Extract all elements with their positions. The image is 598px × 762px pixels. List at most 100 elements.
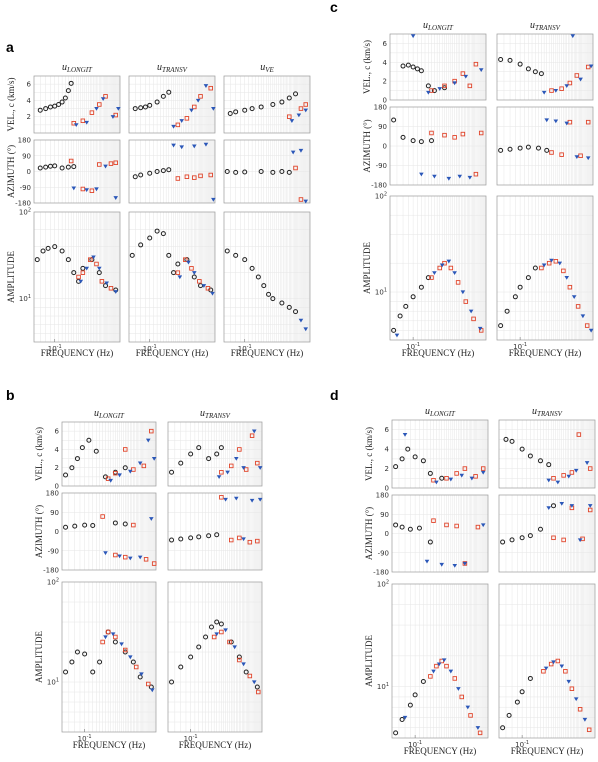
amplitude-black-point — [45, 245, 51, 251]
column-1: uLONGIT 0 2 4 6 -180 -90 0 90 180 101 102 10-1FREQUE… — [371, 20, 487, 358]
vel-tick-label: 2 — [383, 78, 387, 86]
amplitude-red-point — [133, 664, 139, 670]
azimuth-black-point — [286, 169, 292, 175]
azimuth-black-point — [132, 174, 138, 180]
velocity-red-point — [131, 467, 136, 472]
amplitude-subplot: 10-1 — [223, 211, 311, 353]
azimuth-black-point — [498, 147, 504, 153]
velocity-blue-point — [584, 461, 590, 465]
amplitude-red-point — [444, 663, 449, 669]
amplitude-black-point — [270, 296, 276, 302]
velocity-black-point — [527, 453, 533, 459]
azimuth-blue-point — [564, 121, 570, 126]
vel-tick-label: 2 — [55, 464, 59, 472]
amplitude-black-point — [393, 730, 399, 736]
amplitude-black-point — [279, 300, 285, 306]
velocity-black-point — [498, 56, 504, 62]
amp-tick-label: 101 — [19, 294, 31, 303]
azimuth-black-point — [258, 169, 264, 174]
az-tick-label: 90 — [380, 511, 389, 519]
azimuth-blue-point — [94, 187, 99, 192]
az-tick-label: -180 — [15, 200, 31, 208]
velocity-black-point — [132, 106, 138, 112]
amplitude-black-point — [407, 702, 413, 708]
velocity-black-point — [93, 448, 99, 454]
velocity-red-point — [473, 474, 478, 479]
velocity-red-point — [460, 71, 466, 76]
amplitude-red-point — [123, 647, 128, 653]
amplitude-blue-point — [439, 263, 445, 268]
az-tick-label: 90 — [378, 123, 387, 131]
azimuth-black-point — [500, 539, 506, 545]
panel-label: d — [330, 387, 339, 403]
velocity-black-point — [427, 470, 433, 476]
azimuth-blue-point — [171, 143, 176, 148]
velocity-subplot — [498, 419, 596, 489]
azimuth-black-point — [407, 526, 413, 532]
azimuth-black-point — [527, 533, 533, 539]
amplitude-black-point — [137, 674, 143, 680]
velocity-blue-point — [145, 438, 151, 443]
azimuth-blue-point — [457, 174, 463, 179]
amplitude-black-point — [498, 323, 504, 329]
az-tick-label: 180 — [376, 492, 389, 500]
velocity-red-point — [192, 104, 197, 110]
azimuth-blue-point — [569, 504, 575, 508]
az-tick-label: -180 — [373, 569, 389, 577]
velocity-black-point — [538, 71, 544, 77]
velocity-black-point — [270, 102, 276, 107]
amplitude-red-point — [477, 730, 483, 736]
azimuth-red-point — [549, 150, 554, 155]
amplitude-blue-point — [543, 666, 549, 671]
amplitude-blue-point — [241, 662, 246, 667]
velocity-black-point — [399, 456, 405, 462]
amp-tick-label: 101 — [47, 678, 59, 687]
azimuth-blue-point — [432, 174, 437, 179]
azimuth-blue-point — [203, 142, 209, 147]
amp-tick-label: 102 — [19, 208, 31, 217]
x-tick-label: 10-1 — [515, 740, 529, 749]
amplitude-red-point — [434, 663, 439, 669]
velocity-subplot: 0 2 4 6 — [385, 419, 489, 493]
subplot-title: uVE — [260, 62, 274, 74]
azimuth-blue-point — [179, 145, 185, 150]
azimuth-black-point — [196, 534, 202, 540]
amplitude-black-point — [59, 248, 65, 254]
panel-c: c VEL., c (km/s) AZIMUTH (°) AMPLITUDE uLONG… — [330, 0, 594, 358]
panel-b: b VEL., c (km/s) AZIMUTH (°) AMPLITUDE uLONG… — [6, 387, 263, 750]
velocity-black-point — [227, 110, 233, 116]
panel-d: d VEL., c (km/s) AZIMUTH (°) AMPLITUDE uLONG… — [330, 387, 596, 756]
velocity-blue-point — [251, 429, 257, 434]
az-tick-label: 180 — [374, 104, 387, 112]
amplitude-black-point — [52, 244, 58, 250]
velocity-red-point — [480, 466, 486, 471]
velocity-red-point — [298, 106, 304, 111]
amplitude-black-point — [397, 313, 403, 319]
velocity-blue-point — [566, 474, 572, 479]
amplitude-blue-point — [150, 688, 155, 693]
azimuth-black-point — [169, 537, 175, 543]
amplitude-blue-point — [113, 290, 119, 294]
azimuth-red-point — [454, 523, 459, 529]
amplitude-black-point — [71, 270, 77, 276]
amplitude-red-point — [468, 713, 473, 718]
velocity-blue-point — [570, 34, 576, 39]
velocity-black-point — [293, 91, 299, 97]
panel-label: b — [6, 387, 15, 403]
amplitude-blue-point — [191, 271, 197, 275]
amplitude-blue-point — [402, 715, 408, 720]
amplitude-black-point — [74, 649, 80, 655]
amplitude-red-point — [553, 259, 559, 264]
amplitude-blue-point — [456, 687, 461, 691]
amplitude-red-point — [459, 694, 464, 700]
amplitude-blue-point — [468, 309, 474, 314]
velocity-black-point — [546, 462, 552, 468]
azimuth-red-point — [431, 518, 436, 523]
x-tick-label: 10-1 — [408, 740, 422, 749]
velocity-red-point — [113, 470, 118, 476]
az-tick-label: 0 — [383, 143, 387, 151]
amplitude-black-point — [293, 309, 299, 315]
velocity-black-point — [160, 93, 166, 99]
